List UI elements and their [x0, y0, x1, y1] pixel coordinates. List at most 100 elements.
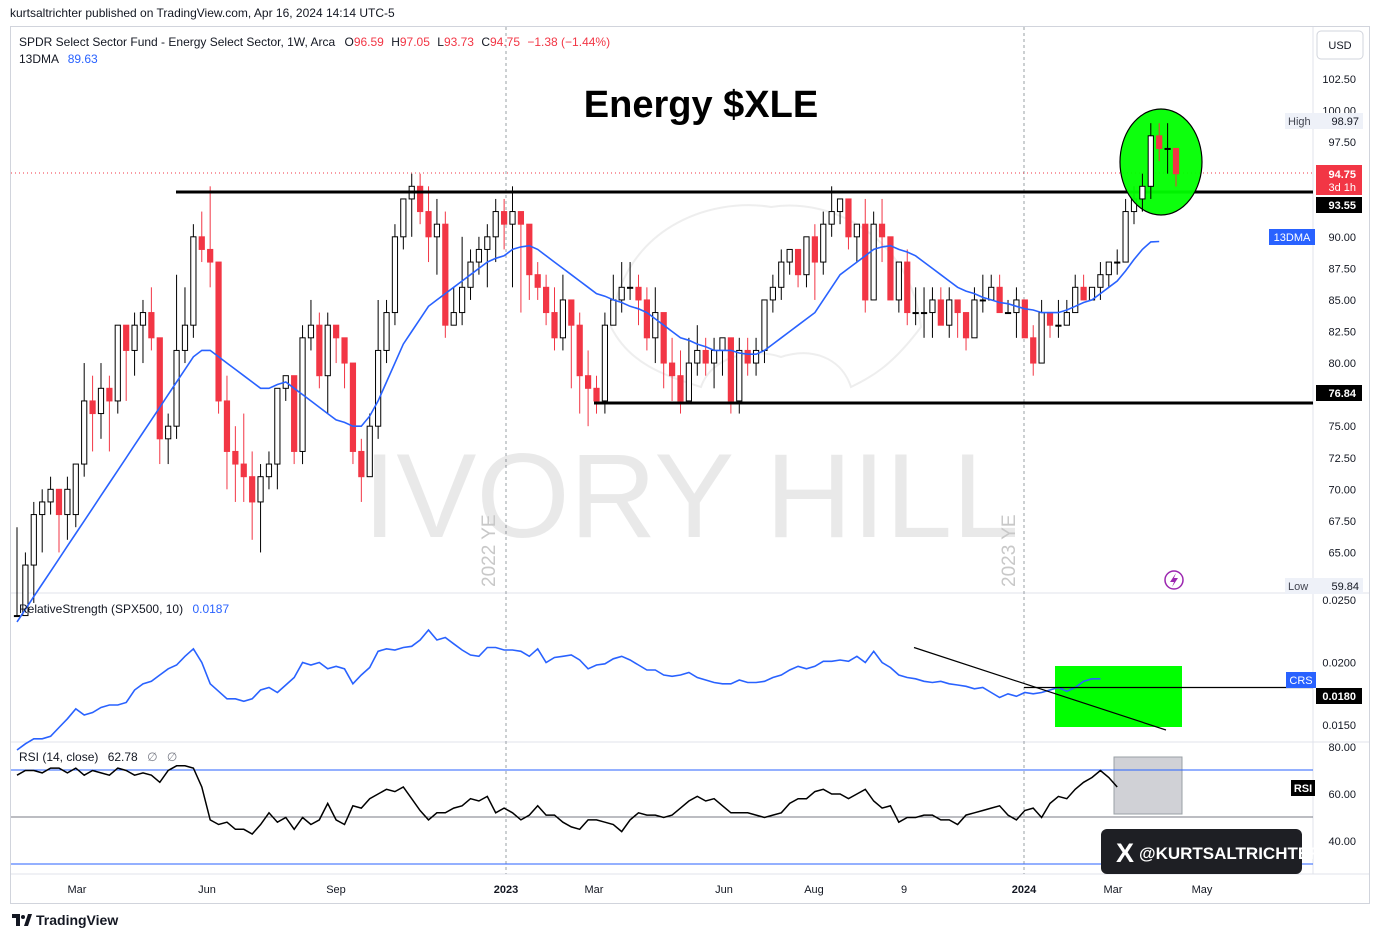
candle-body: [769, 286, 776, 301]
candle-body: [39, 501, 46, 516]
rsi-tick-label: 40.00: [1328, 836, 1356, 848]
time-axis[interactable]: Mar Jun Sep 2023 Mar Jun Aug 9 2024 Mar May: [68, 884, 1213, 896]
candle-body: [526, 223, 533, 276]
rsi-highlight-box[interactable]: [1113, 756, 1183, 815]
ye-label-2023: 2023 YE: [999, 514, 1020, 587]
candle: [668, 337, 676, 401]
candle: [618, 262, 625, 313]
price-tick-label: 80.00: [1328, 358, 1356, 370]
candle-body: [534, 274, 541, 288]
time-tick-label: 2023: [494, 884, 518, 896]
candle: [156, 337, 163, 465]
candle: [996, 274, 1003, 314]
price-tick-label: 70.00: [1328, 484, 1356, 496]
candle-body: [593, 387, 600, 402]
candle-body: [349, 362, 357, 452]
candle-body: [1030, 337, 1037, 364]
candles-layer: [13, 123, 1180, 618]
price-tick-label: 102.50: [1322, 74, 1356, 86]
candle-body: [1122, 211, 1129, 263]
candle: [13, 527, 21, 618]
candle-body: [761, 299, 768, 351]
candle-body: [148, 312, 155, 339]
rsi-axis[interactable]: 80.00 60.00 40.00: [1328, 742, 1356, 848]
candle: [568, 299, 575, 389]
price-tick-label: 72.50: [1328, 453, 1356, 465]
price-tick-label: 90.00: [1328, 232, 1356, 244]
candle-body: [181, 324, 189, 351]
candle-body: [1080, 286, 1087, 301]
candle: [492, 198, 499, 263]
candle-body: [30, 514, 37, 566]
time-tick-label: 9: [901, 884, 907, 896]
price-axis[interactable]: 102.50100.0097.5095.0092.5090.0087.5085.…: [1322, 74, 1356, 591]
candle-body: [601, 324, 609, 402]
legend-line: SPDR Select Sector Fund - Energy Select …: [19, 35, 610, 49]
candle-body: [912, 312, 919, 315]
social-handle-badge[interactable]: X @KURTSALTRICHTER: [1101, 829, 1321, 874]
candle: [803, 236, 810, 288]
candle-body: [139, 312, 147, 326]
rs-axis[interactable]: 0.0250 0.0200 0.0150: [1322, 595, 1356, 732]
candle: [181, 287, 189, 364]
rsi-legend-label: RSI (14, close): [19, 750, 98, 764]
candle-body: [425, 211, 432, 238]
candle: [920, 287, 928, 338]
rsi-legend-value: 62.78: [108, 750, 138, 764]
candle: [702, 337, 709, 376]
candle: [710, 337, 718, 389]
candle: [954, 299, 961, 338]
chart-canvas[interactable]: IVORY HILL 2022 YE 2023 YE Energy $XLE 1…: [11, 27, 1369, 903]
candle-body: [946, 299, 953, 326]
candle: [123, 324, 130, 401]
currency-label[interactable]: USD: [1328, 40, 1351, 52]
lightning-icon[interactable]: [1164, 570, 1184, 590]
candle: [534, 262, 541, 300]
candle: [1055, 299, 1062, 338]
rsi-tick-label: 80.00: [1328, 742, 1356, 754]
candle-body: [962, 312, 970, 339]
currency-button[interactable]: USD: [1316, 30, 1364, 60]
support-tag: 76.84: [1316, 385, 1362, 401]
candle: [820, 211, 827, 275]
legend-ma-label: 13DMA: [19, 52, 59, 66]
candle: [828, 186, 835, 237]
candle-body: [576, 324, 583, 377]
candle-body: [55, 488, 63, 516]
candle-body: [123, 324, 130, 351]
candle-body: [97, 387, 105, 415]
candle-body: [307, 324, 315, 339]
rsi-legend: RSI (14, close) 62.78 ∅ ∅: [19, 750, 177, 764]
candle-body: [988, 286, 995, 301]
candle-body: [1021, 299, 1028, 339]
candle: [559, 274, 567, 351]
candle-body: [400, 198, 407, 238]
candle: [72, 463, 79, 528]
candle-body: [1156, 135, 1163, 149]
chart-frame: IVORY HILL 2022 YE 2023 YE Energy $XLE 1…: [10, 26, 1370, 904]
candle: [173, 274, 180, 439]
rs-level-value: 0.0180: [1322, 691, 1356, 703]
tradingview-brand[interactable]: TradingView: [36, 912, 119, 928]
candle: [81, 363, 88, 477]
candle-body: [727, 337, 734, 402]
time-tick-label: 2024: [1012, 884, 1037, 896]
candle-body: [114, 324, 121, 402]
price-tick-label: 85.00: [1328, 295, 1356, 307]
candle: [1013, 287, 1020, 338]
candle: [736, 337, 743, 414]
candle-body: [265, 463, 273, 478]
rs-tick-label: 0.0150: [1322, 720, 1356, 732]
candle-body: [904, 261, 911, 314]
rs-level-tag: 0.0180: [1316, 688, 1362, 704]
time-tick-label: Jun: [198, 884, 216, 896]
candle: [89, 375, 96, 452]
rs-highlight-box[interactable]: [1055, 666, 1182, 727]
candle-body: [710, 349, 718, 364]
candle: [1122, 198, 1129, 263]
resistance-tag: 93.55: [1316, 197, 1362, 213]
candle-body: [13, 615, 21, 618]
legend-change: −1.38 (−1.44%): [527, 35, 610, 49]
x-logo-icon: X: [1116, 838, 1134, 868]
candle: [198, 211, 205, 263]
